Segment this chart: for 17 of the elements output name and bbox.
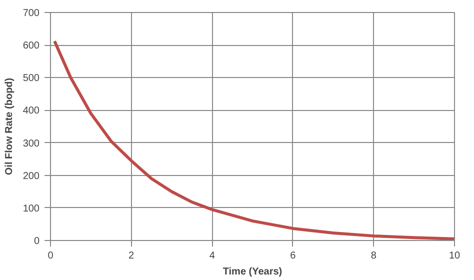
x-tick-label: 10 [448,250,460,262]
y-tick-label: 500 [22,73,40,84]
y-tick-label: 200 [22,170,40,182]
x-tick-label: 8 [370,250,377,262]
y-tick-label: 400 [22,106,40,117]
x-axis-title: Time (Years) [222,266,282,278]
y-tick-label: 100 [22,203,40,214]
y-tick-label: 0 [34,236,40,247]
y-tick-label: 300 [22,138,40,150]
line-series [53,40,454,240]
y-axis-title: Oil Flow Rate (bopd) [4,78,15,176]
y-tick-label: 600 [22,40,40,52]
x-tick-label: 6 [290,250,296,262]
x-tick-label: 0 [48,250,54,262]
x-tick-label: 4 [209,250,216,262]
y-tick-label: 700 [22,8,40,19]
x-tick-label: 2 [128,250,135,262]
